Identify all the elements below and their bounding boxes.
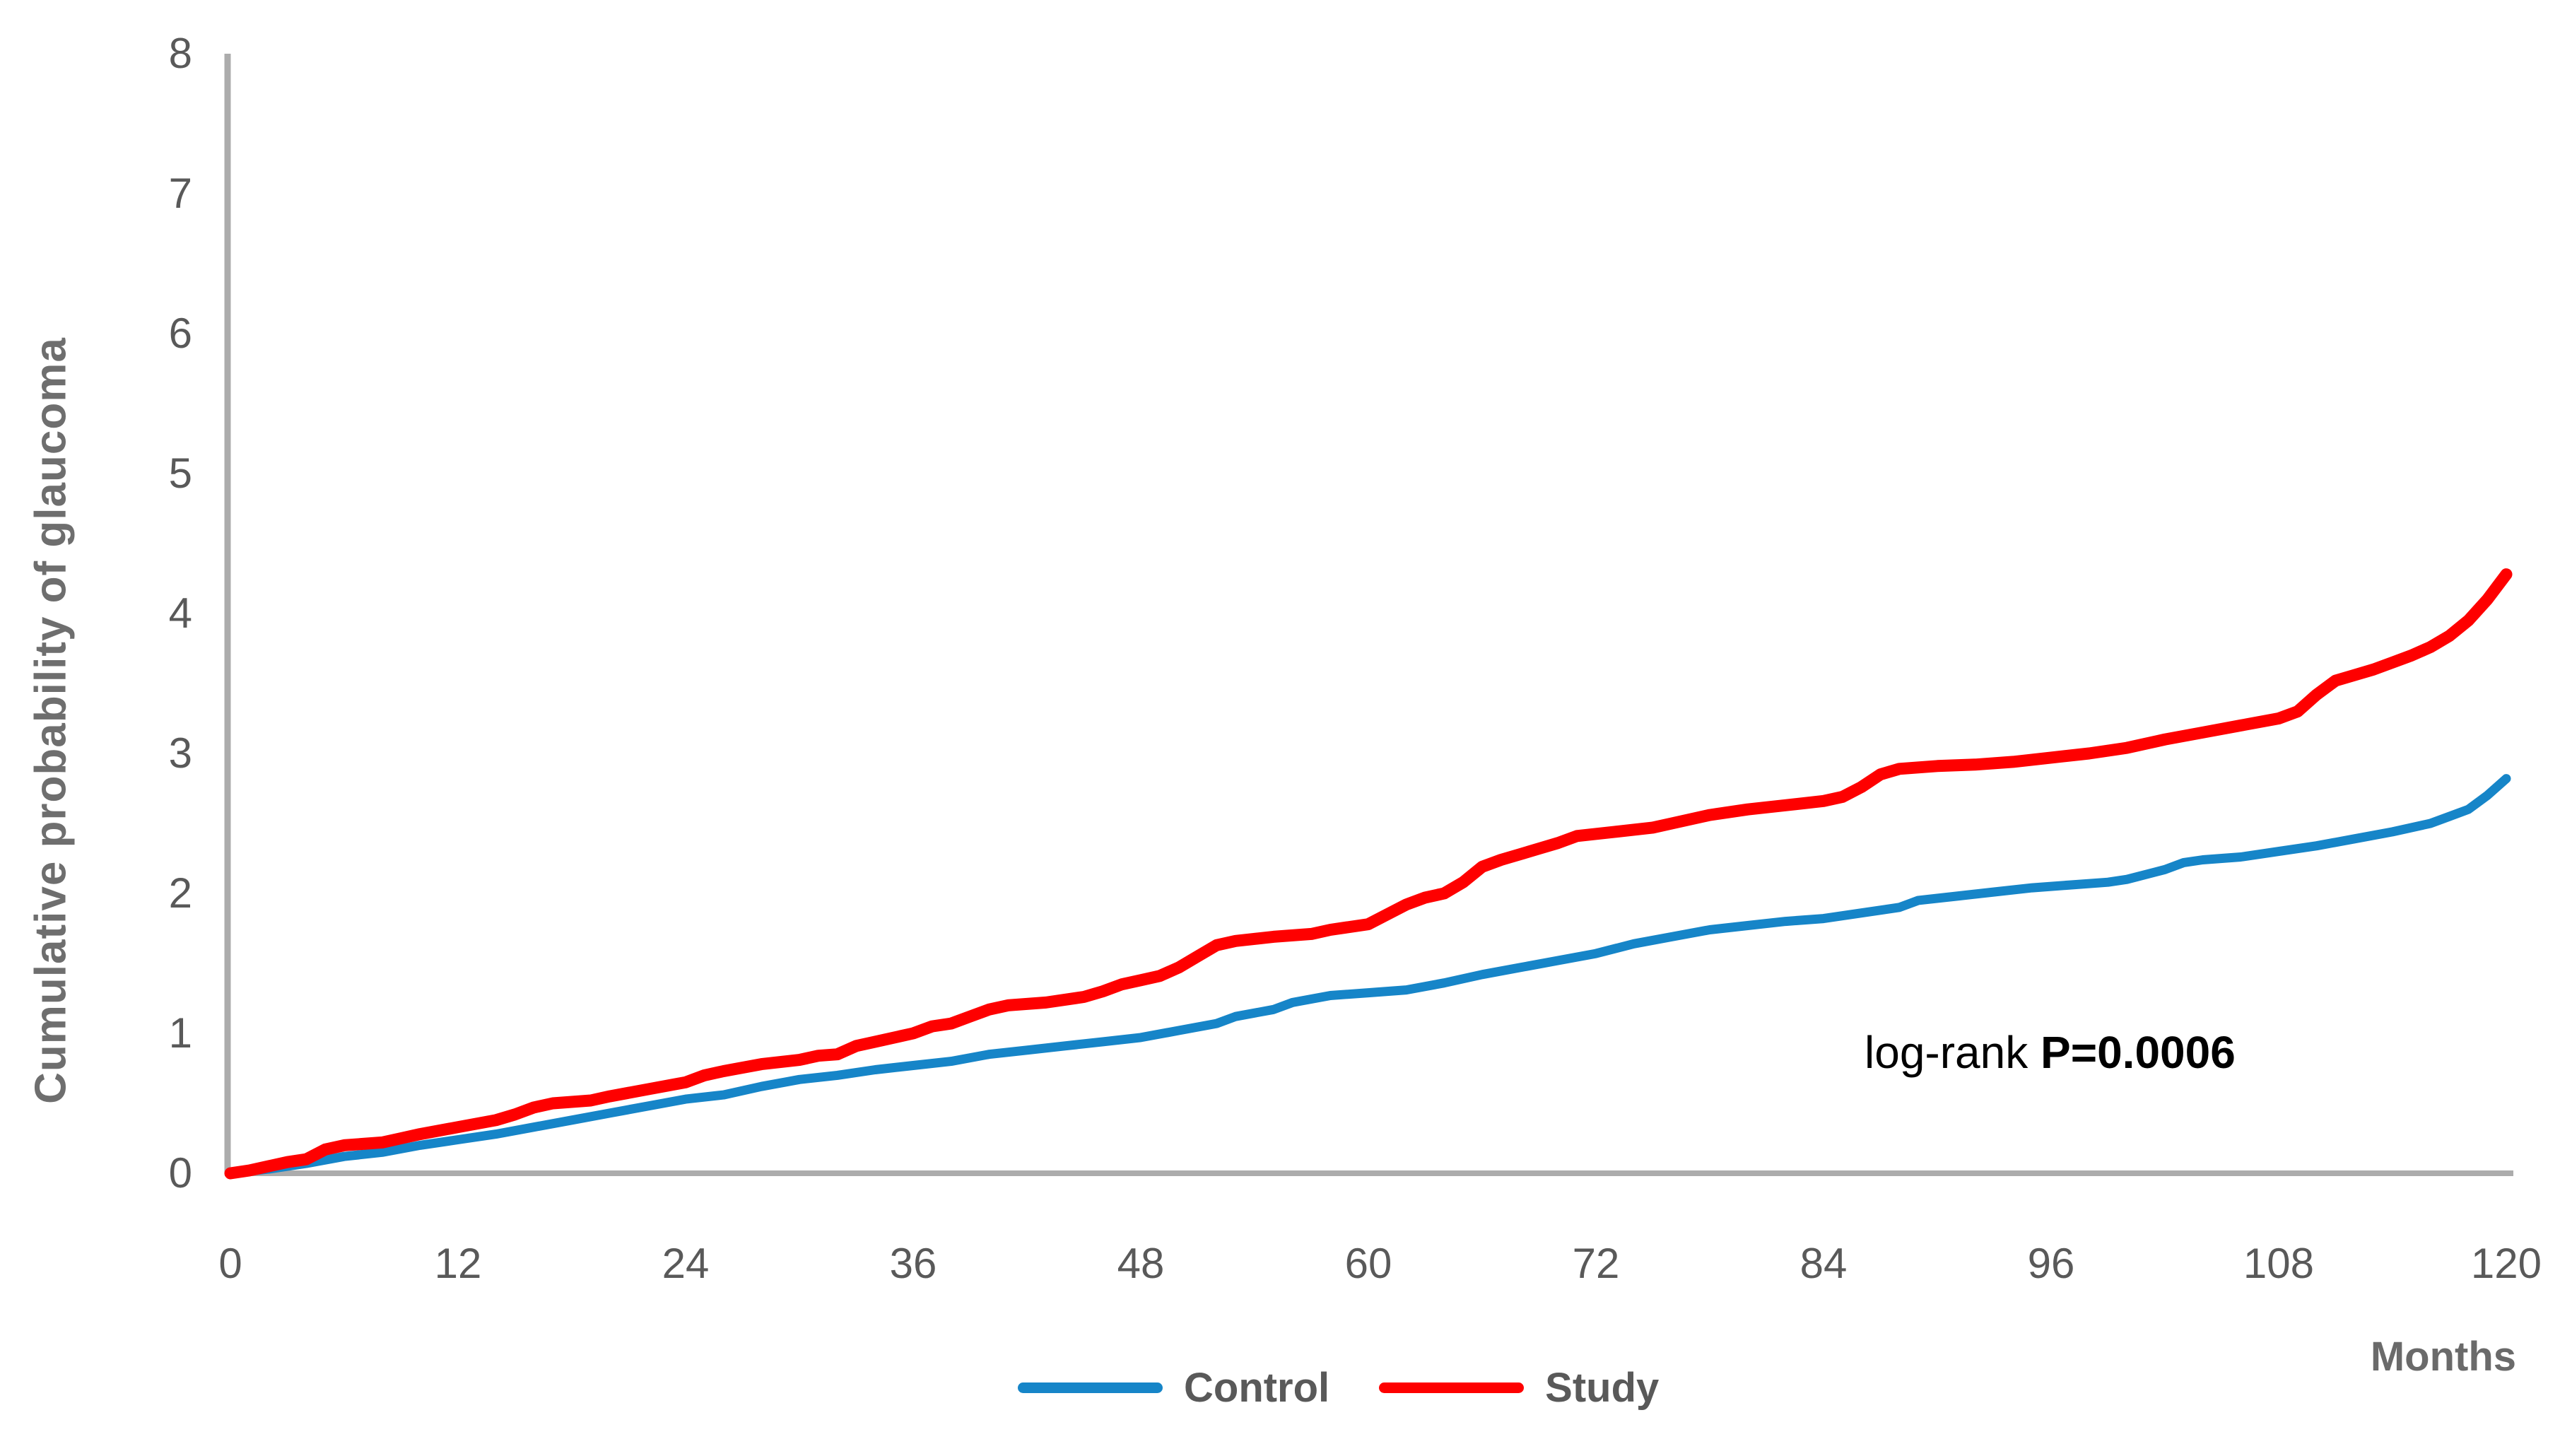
study-line-swatch — [1379, 1382, 1525, 1393]
x-tick-label-108: 108 — [2243, 1240, 2315, 1287]
x-tick-label-72: 72 — [1572, 1240, 1620, 1287]
control-series-line — [225, 774, 2511, 1178]
y-axis-title: Cumulative probability of glaucoma — [26, 337, 76, 1104]
x-tick-label-60: 60 — [1344, 1240, 1392, 1287]
legend-label-study: Study — [1545, 1365, 1660, 1411]
legend-item-control: Control — [1018, 1364, 1329, 1411]
y-tick-label-2: 2 — [168, 869, 192, 917]
y-tick-label-8: 8 — [168, 30, 192, 77]
log-rank-annotation-prefix: log-rank — [1865, 1027, 2041, 1078]
x-tick-label-0: 0 — [218, 1240, 242, 1287]
y-tick-label-1: 1 — [168, 1009, 192, 1057]
x-tick-label-96: 96 — [2027, 1240, 2075, 1287]
x-tick-label-12: 12 — [434, 1240, 482, 1287]
y-tick-label-3: 3 — [168, 729, 192, 777]
x-tick-label-120: 120 — [2470, 1240, 2542, 1287]
y-tick-label-0: 0 — [168, 1149, 192, 1197]
x-axis-title: Months — [2370, 1334, 2516, 1380]
y-tick-label-4: 4 — [168, 589, 192, 637]
chart-legend: Control Study — [1018, 1364, 1659, 1411]
y-tick-label-6: 6 — [168, 310, 192, 357]
x-tick-label-36: 36 — [889, 1240, 937, 1287]
log-rank-p-value: P=0.0006 — [2041, 1027, 2236, 1078]
control-line-swatch — [1018, 1382, 1163, 1393]
x-tick-label-24: 24 — [662, 1240, 710, 1287]
study-series-line — [224, 568, 2513, 1180]
legend-label-control: Control — [1184, 1365, 1330, 1411]
log-rank-annotation: log-rank P=0.0006 — [1865, 1026, 2236, 1079]
y-tick-label-5: 5 — [168, 450, 192, 497]
legend-item-study: Study — [1379, 1364, 1659, 1411]
y-tick-label-7: 7 — [168, 170, 192, 217]
x-tick-label-48: 48 — [1117, 1240, 1165, 1287]
x-tick-label-84: 84 — [1799, 1240, 1848, 1287]
